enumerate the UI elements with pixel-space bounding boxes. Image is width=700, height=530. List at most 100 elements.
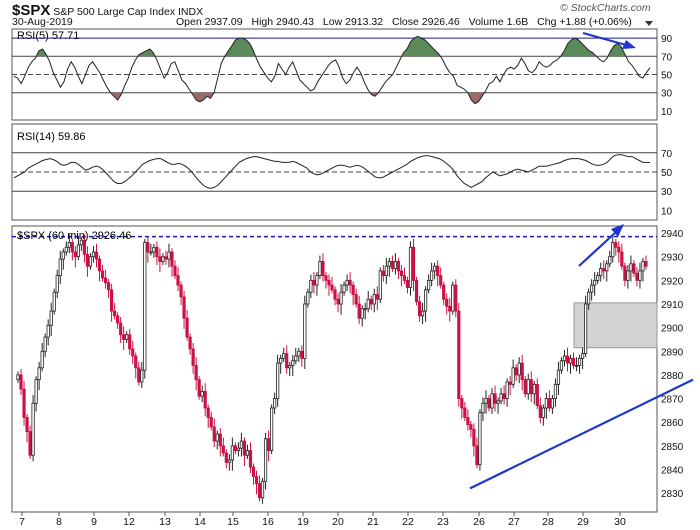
rsi5-tick-label: 30 <box>661 89 673 100</box>
candle-body <box>236 447 241 451</box>
candle-body <box>19 374 23 390</box>
candle-body <box>345 279 349 286</box>
chart-header-title: $SPX S&P 500 Large Cap Index INDX <box>12 2 203 19</box>
candle-body <box>559 360 564 371</box>
price-tick-label: 2880 <box>661 371 684 382</box>
candle-body <box>330 284 334 291</box>
candle-body <box>312 279 316 286</box>
x-axis-date-label: 7 <box>19 516 25 528</box>
candle-body <box>125 334 129 340</box>
security-name: S&P 500 Large Cap Index <box>53 6 176 18</box>
candle-body <box>617 246 621 253</box>
candle-body <box>339 291 343 305</box>
x-axis-date-label: 27 <box>508 516 520 528</box>
candle-body <box>197 379 201 397</box>
x-axis-date-label: 23 <box>437 516 449 528</box>
candle-body <box>366 298 370 310</box>
candle-body <box>499 393 503 402</box>
candle-body <box>324 275 328 281</box>
candle-body <box>303 303 307 359</box>
x-axis-date-label: 15 <box>227 516 239 528</box>
candle-body <box>131 348 135 357</box>
x-axis-date-label: 14 <box>194 516 206 528</box>
candle-body <box>556 369 561 385</box>
candle-body <box>239 440 244 449</box>
price-tick-label: 2860 <box>661 418 684 429</box>
candle-body <box>587 291 591 305</box>
candle-body <box>433 265 437 272</box>
candle-body <box>282 353 286 359</box>
rsi5-title: RSI(5) 57.71 <box>17 30 79 42</box>
candle-body <box>596 275 600 281</box>
candle-body <box>481 402 485 414</box>
candle-body <box>635 272 639 281</box>
candle-body <box>544 398 548 409</box>
candle-body <box>520 362 524 381</box>
rsi5-overbought-fill <box>401 36 441 57</box>
candle-body <box>644 261 648 267</box>
price-panel: $SPX (60 min) 2926.46 283028402850286028… <box>11 224 694 528</box>
candle-body <box>460 398 464 409</box>
candle-body <box>351 284 355 295</box>
candle-body <box>508 381 512 385</box>
price-tick-label: 2910 <box>661 300 684 311</box>
candle-body <box>620 251 624 267</box>
candle-body <box>475 445 479 466</box>
rsi5-arrow-annotation <box>582 31 636 49</box>
candle-body <box>200 391 204 397</box>
price-title: $SPX (60 min) 2926.46 <box>17 230 131 242</box>
candle-body <box>493 393 497 404</box>
rsi14-panel: RSI(14) 59.86 10 30 50 70 <box>11 123 673 221</box>
candle-body <box>393 261 398 269</box>
candle-body <box>333 289 337 300</box>
candle-body <box>378 270 382 300</box>
candle-body <box>91 251 96 258</box>
candle-body <box>466 417 470 425</box>
candle-body <box>185 317 189 338</box>
candle-body <box>143 242 147 371</box>
candle-body <box>423 289 428 312</box>
candle-body <box>454 284 458 312</box>
rsi5-overbought-fill <box>560 38 597 57</box>
candle-body <box>215 433 219 442</box>
candle-body <box>593 279 597 286</box>
candle-body <box>266 438 271 451</box>
candle-body <box>626 270 630 281</box>
support-zone <box>573 302 658 349</box>
candle-body <box>140 369 144 383</box>
candle-body <box>605 263 609 272</box>
x-axis-date-label: 28 <box>542 516 554 528</box>
candle-body <box>427 279 431 291</box>
candle-body <box>227 459 231 463</box>
candle-body <box>94 251 99 260</box>
rsi5-overbought-fill <box>224 38 256 57</box>
candle-body <box>28 431 32 456</box>
candle-body <box>490 393 494 409</box>
candle-body <box>535 383 539 407</box>
candle-body <box>188 336 192 350</box>
candle-body <box>52 291 56 312</box>
candle-body <box>31 402 35 456</box>
candle-body <box>565 355 570 364</box>
x-axis-date-label: 19 <box>297 516 309 528</box>
candle-body <box>375 294 379 300</box>
rsi14-tick-label: 50 <box>661 168 673 179</box>
candle-body <box>511 367 515 385</box>
candle-body <box>100 270 105 279</box>
x-axis-date-label: 20 <box>332 516 344 528</box>
candle-body <box>37 367 41 381</box>
candle-body <box>405 279 410 288</box>
candle-body <box>502 393 506 399</box>
open-label: Open <box>176 16 202 28</box>
candle-body <box>294 355 298 362</box>
candle-body <box>46 324 50 338</box>
candle-body <box>58 258 62 277</box>
candle-body <box>291 360 295 366</box>
candle-body <box>82 239 87 255</box>
candle-body <box>469 424 473 430</box>
header-dropdown-arrow-icon[interactable] <box>645 21 653 26</box>
price-tick-label: 2840 <box>661 465 684 476</box>
candle-body <box>442 284 446 300</box>
price-tick-label: 2890 <box>661 347 684 358</box>
candle-body <box>445 298 449 307</box>
